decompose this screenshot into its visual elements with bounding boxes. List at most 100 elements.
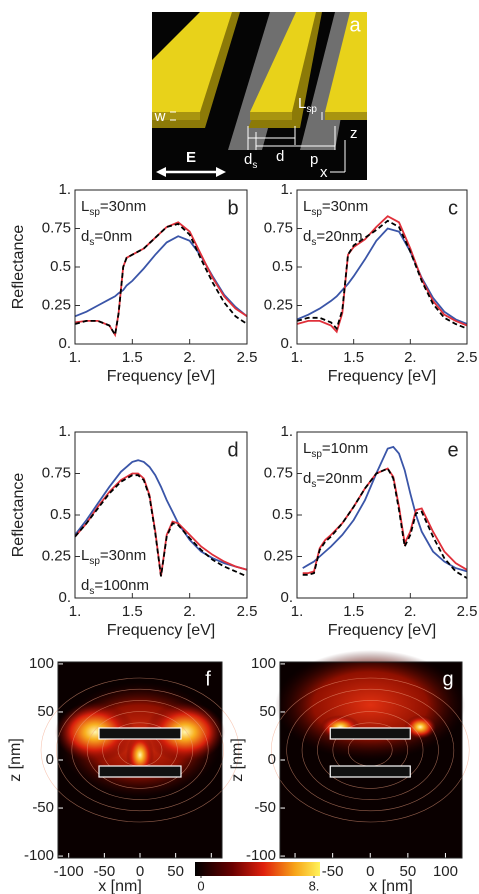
x-tick-label: 1. (291, 349, 304, 366)
annotation-rest: =0nm (94, 228, 132, 245)
x-tick-label: 1. (291, 603, 304, 620)
x-tick-label: -100 (54, 863, 84, 880)
field-line (71, 700, 209, 800)
annotation: Lsp=10nm (303, 440, 368, 460)
y-tick-label: 0.5 (272, 506, 293, 523)
field-line (40, 677, 240, 823)
glow (145, 702, 225, 762)
annotation-rest: =30nm (100, 547, 146, 564)
annotation-rest: =30nm (100, 198, 146, 215)
annotation: ds=0nm (81, 228, 132, 248)
dim-label-sub: s (252, 160, 257, 171)
y-tick-label: 0. (280, 335, 293, 352)
y-tick-label: 0. (58, 335, 71, 352)
y-tick-label: 50 (259, 703, 276, 720)
y-axis-label: z [nm] (7, 738, 24, 782)
x-tick-label: 2. (183, 603, 196, 620)
annotation-rest: =20nm (316, 470, 362, 487)
dim-label: ds (244, 151, 257, 171)
x-tick-label: 1.5 (343, 349, 364, 366)
field-line (56, 688, 224, 812)
x-tick-label: 1.5 (122, 603, 143, 620)
y-tick-label: 1. (58, 423, 71, 440)
x-tick-label: 0 (136, 863, 144, 880)
y-tick-label: 1. (280, 181, 293, 198)
series-line (74, 235, 248, 318)
x-tick-label: 1. (69, 603, 82, 620)
annotation: ds=100nm (81, 577, 149, 597)
x-tick-label: 2. (404, 603, 417, 620)
annotation-sub: sp (89, 556, 100, 567)
dim-label: p (310, 151, 318, 168)
x-tick-label: 100 (433, 863, 458, 880)
bar-face (325, 112, 367, 120)
plot-frame (74, 189, 248, 345)
x-tick-label: 2.5 (237, 603, 258, 620)
annotation-main: d (303, 470, 311, 487)
x-tick-label: 2.5 (457, 349, 478, 366)
annotation-main: L (303, 440, 311, 457)
x-tick-label: 1.5 (122, 349, 143, 366)
series-line (296, 215, 468, 334)
dim-label-sub: sp (306, 104, 317, 115)
y-tick-label: 100 (29, 655, 54, 672)
annotation-main: d (81, 577, 89, 594)
plot-frame (74, 431, 248, 599)
y-tick-label: 0.75 (264, 219, 293, 236)
annotation-rest: =30nm (322, 198, 368, 215)
dim-label: d (276, 148, 284, 165)
x-tick-label: -50 (94, 863, 116, 880)
series-line (302, 467, 468, 574)
arrow-head (216, 167, 226, 177)
y-tick-label: 0. (280, 589, 293, 606)
plot-frame (279, 661, 463, 859)
x-tick-label: 2.5 (457, 603, 478, 620)
bar (250, 12, 316, 112)
y-tick-label: 1. (280, 423, 293, 440)
panel-label: e (447, 439, 458, 461)
colorbar-tick-label: 8. (309, 878, 320, 893)
y-tick-label: 0.75 (42, 464, 71, 481)
y-tick-label: 0.25 (264, 296, 293, 313)
bar-face (250, 112, 292, 120)
annotation-main: L (303, 198, 311, 215)
annotation-sub: s (311, 479, 316, 490)
annotation-rest: =20nm (316, 228, 362, 245)
panel-label: f (205, 668, 211, 690)
metal-strip (329, 765, 411, 778)
series-line (74, 472, 248, 577)
annotation-sub: s (311, 237, 316, 248)
annotation-rest: =100nm (94, 577, 149, 594)
annotation: ds=20nm (303, 228, 363, 248)
annotation: Lsp=30nm (81, 547, 146, 567)
glow (275, 650, 466, 760)
annotation-sub: s (89, 586, 94, 597)
glow (55, 702, 135, 762)
annotation-main: L (81, 547, 89, 564)
y-tick-label: 0.25 (42, 296, 71, 313)
x-axis-label: x [nm] (369, 878, 413, 894)
y-axis-label: Reflectance (10, 225, 27, 310)
x-tick-label: 0 (366, 863, 374, 880)
annotation-sub: sp (311, 449, 322, 460)
bar (325, 12, 367, 112)
y-tick-label: 100 (251, 655, 276, 672)
x-tick-label: 50 (167, 863, 184, 880)
dim-label-main: L (298, 95, 306, 112)
x-tick-label: 50 (400, 863, 417, 880)
field-line (86, 711, 194, 789)
axis-label: x (320, 164, 328, 181)
x-axis-label: x [nm] (98, 878, 142, 894)
dim-label-main: d (244, 151, 252, 168)
panel-a: a w Lsp ds d p z x E (152, 12, 367, 181)
bar (152, 12, 232, 112)
annotation: Lsp=30nm (303, 198, 368, 218)
plot-frame (296, 431, 468, 599)
panel-label: a (349, 14, 361, 36)
series-line (302, 467, 468, 579)
x-tick-label: -50 (322, 863, 344, 880)
x-tick-label: 2. (404, 349, 417, 366)
series-line (296, 219, 468, 331)
glow (404, 715, 437, 739)
y-axis-label: z [nm] (229, 738, 246, 782)
